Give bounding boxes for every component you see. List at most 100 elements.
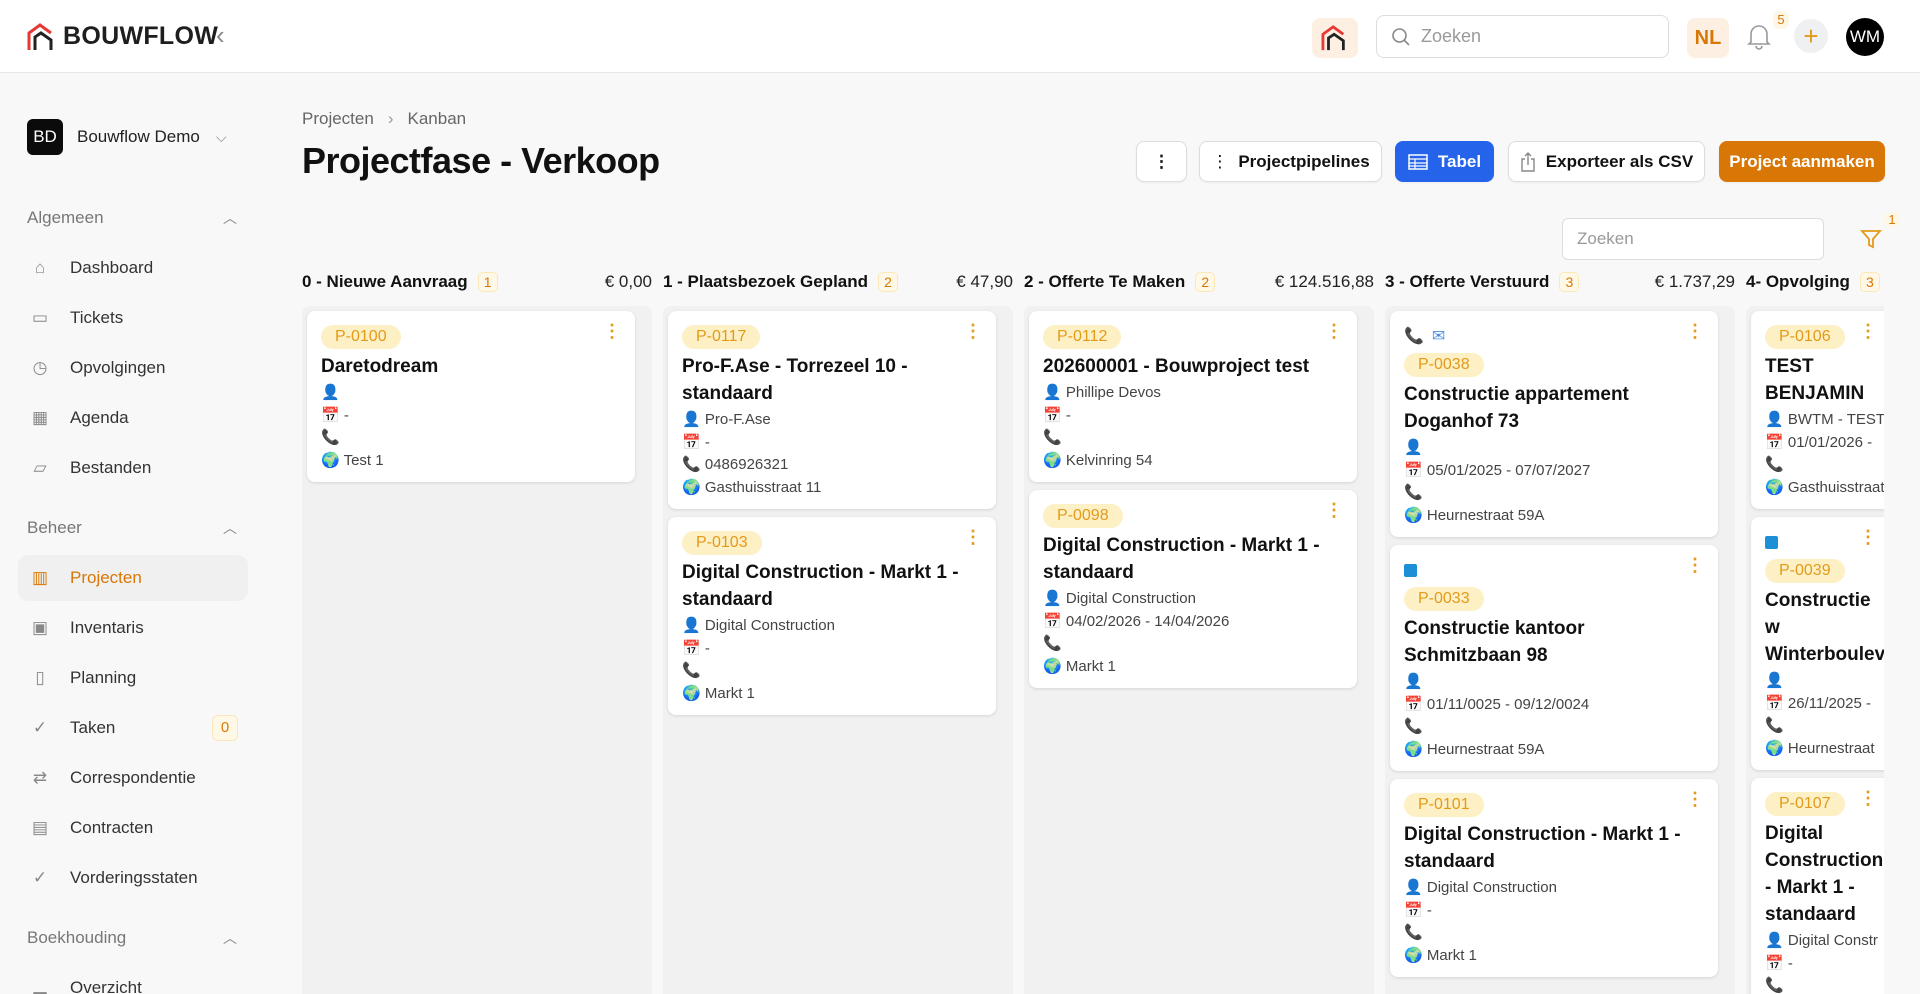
sidebar-item-bestanden[interactable]: ▱ Bestanden: [18, 445, 248, 491]
collapse-sidebar-icon[interactable]: ‹: [216, 20, 225, 50]
section-beheer[interactable]: Beheer ︿: [27, 518, 237, 540]
sidebar-item-correspondentie[interactable]: ⇄ Correspondentie: [18, 755, 248, 801]
card-person: 👤 Phillipe Devos: [1043, 382, 1343, 405]
date-range: -: [1065, 406, 1071, 424]
globe-icon: 🌍: [321, 451, 340, 469]
chevron-down-icon[interactable]: ⌵: [216, 129, 227, 145]
card-phone: 📞: [1043, 427, 1343, 450]
export-csv-button[interactable]: Exporteer als CSV: [1508, 141, 1705, 182]
project-card[interactable]: ⋮ P-0098 Digital Construction - Markt 1 -…: [1029, 490, 1357, 688]
card-person: 👤: [1404, 671, 1704, 694]
missed-call-icon: 📞: [1404, 328, 1424, 345]
card-person: 👤 Digital Construction: [682, 615, 982, 638]
column-name: 2 - Offerte Te Maken: [1024, 272, 1186, 291]
person-icon: 👤: [1765, 672, 1784, 689]
card-address: 🌍 Heurnestraat 59A: [1404, 739, 1704, 762]
breadcrumb-kanban[interactable]: Kanban: [407, 109, 467, 128]
calendar-icon: ▦: [31, 408, 49, 427]
org-switcher[interactable]: BD Bouwflow Demo: [27, 119, 200, 155]
sidebar-item-opvolgingen[interactable]: ◷ Opvolgingen: [18, 345, 248, 391]
card-title: 202600001 - Bouwproject test: [1043, 356, 1310, 377]
project-card[interactable]: ⋮ P-0103 Digital Construction - Markt 1 -…: [668, 517, 996, 715]
person-icon: 👤: [1765, 932, 1784, 949]
card-title: Digital Construction - Markt 1 - standaa…: [1765, 823, 1884, 925]
globe-icon: 🌍: [1765, 739, 1784, 757]
kebab-icon[interactable]: ⋮: [1325, 321, 1343, 341]
project-id-badge: P-0100: [321, 325, 401, 349]
sidebar-item-overzicht[interactable]: ▂ Overzicht: [18, 965, 248, 994]
kebab-icon[interactable]: ⋮: [603, 321, 621, 341]
kebab-icon[interactable]: ⋮: [1859, 321, 1877, 341]
sidebar-item-projecten[interactable]: ▥ Projecten: [18, 555, 248, 601]
table-view-button[interactable]: Tabel: [1395, 141, 1494, 182]
app-logo-button[interactable]: [1312, 18, 1358, 58]
kebab-icon[interactable]: ⋮: [964, 321, 982, 341]
project-card[interactable]: ⋮ 📞 ✉ P-0038 Constructie appartement Doganh…: [1390, 311, 1718, 537]
breadcrumb: Projecten › Kanban: [302, 109, 466, 129]
add-button[interactable]: +: [1794, 19, 1828, 53]
sidebar-item-inventaris[interactable]: ▣ Inventaris: [18, 605, 248, 651]
sidebar-item-vorderingsstaten[interactable]: ✓ Vorderingsstaten: [18, 855, 248, 901]
phone-icon: 📞: [1404, 924, 1423, 941]
project-id-badge: P-0106: [1765, 325, 1845, 349]
breadcrumb-projecten[interactable]: Projecten: [302, 109, 374, 128]
kebab-icon[interactable]: ⋮: [1686, 555, 1704, 575]
card-person: 👤: [1765, 670, 1877, 693]
section-algemeen[interactable]: Algemeen ︿: [27, 208, 237, 230]
sidebar-item-label: Correspondentie: [70, 768, 196, 787]
kebab-icon[interactable]: ⋮: [1686, 789, 1704, 809]
sidebar-item-contracten[interactable]: ▤ Contracten: [18, 805, 248, 851]
project-id-badge: P-0103: [682, 531, 762, 555]
address: Gasthuisstraat 11: [704, 478, 822, 496]
pipelines-button[interactable]: ⋮ Projectpipelines: [1199, 141, 1382, 182]
sidebar-item-label: Contracten: [70, 818, 154, 837]
project-card[interactable]: ⋮ P-0101 Digital Construction - Markt 1 -…: [1390, 779, 1718, 977]
chevron-up-icon[interactable]: ︿: [223, 930, 237, 946]
card-person: 👤: [1404, 437, 1704, 460]
column-header: 0 - Nieuwe Aanvraag 1 € 0,00: [302, 268, 652, 296]
kebab-icon[interactable]: ⋮: [1859, 527, 1877, 547]
table-label: Tabel: [1437, 151, 1482, 171]
column-total: € 0,00: [604, 272, 652, 291]
project-card[interactable]: ⋮ P-0033 Constructie kantoor Schmitzbaan …: [1390, 545, 1718, 771]
sidebar-item-agenda[interactable]: ▦ Agenda: [18, 395, 248, 441]
card-address: 🌍 Gasthuisstraat 11: [682, 477, 982, 500]
bell-icon[interactable]: [1747, 22, 1771, 50]
sidebar-item-taken[interactable]: ✓ Taken 0: [18, 705, 248, 751]
project-id-badge: P-0098: [1043, 504, 1123, 528]
chevron-up-icon[interactable]: ︿: [223, 210, 237, 226]
create-project-button[interactable]: Project aanmaken: [1719, 141, 1885, 182]
project-card[interactable]: ⋮ P-0112 202600001 - Bouwproject test 👤 P…: [1029, 311, 1357, 482]
kebab-icon[interactable]: ⋮: [1325, 500, 1343, 520]
project-card[interactable]: ⋮ P-0117 Pro-F.Ase - Torrezeel 10 - stand…: [668, 311, 996, 509]
sidebar-item-label: Bestanden: [70, 458, 152, 477]
project-card[interactable]: ⋮ P-0106 TEST BENJAMIN 👤 BWTM - TEST 📅 01…: [1751, 311, 1884, 509]
card-title: Constructie w Winterboulevard: [1765, 590, 1884, 665]
calendar-icon: 📅: [682, 433, 701, 451]
sidebar-item-tickets[interactable]: ▭ Tickets: [18, 295, 248, 341]
kebab-icon[interactable]: ⋮: [1686, 321, 1704, 341]
brand-logo[interactable]: BOUWFLOW: [27, 22, 218, 51]
board-search-input[interactable]: Zoeken: [1562, 218, 1824, 260]
address: Test 1: [343, 451, 384, 469]
project-card[interactable]: ⋮ P-0107 Digital Construction - Markt 1 -…: [1751, 778, 1884, 994]
column-body: ⋮ 📞 ✉ P-0038 Constructie appartement Doganh…: [1385, 306, 1735, 994]
project-card[interactable]: ⋮P-0039 Constructie w Winterboulevard 👤 …: [1751, 517, 1884, 770]
phone-icon: 📞: [682, 662, 701, 679]
sidebar-item-dashboard[interactable]: ⌂ Dashboard: [18, 245, 248, 291]
section-boekhouding[interactable]: Boekhouding ︿: [27, 928, 237, 950]
more-options-button[interactable]: ⋮: [1136, 141, 1187, 182]
user-avatar[interactable]: WM: [1846, 18, 1884, 56]
kebab-icon[interactable]: ⋮: [964, 527, 982, 547]
kebab-icon[interactable]: ⋮: [1859, 788, 1877, 808]
document-icon: ▤: [31, 818, 49, 837]
chevron-up-icon[interactable]: ︿: [223, 520, 237, 536]
language-button[interactable]: NL: [1687, 18, 1729, 58]
global-search-input[interactable]: Zoeken: [1376, 15, 1669, 58]
filter-icon[interactable]: [1860, 228, 1882, 250]
sidebar-item-planning[interactable]: ▯ Planning: [18, 655, 248, 701]
sidebar-item-label: Projecten: [70, 568, 142, 587]
project-card[interactable]: ⋮ P-0100 Daretodream 👤 📅 - 📞 🌍 Test 1: [307, 311, 635, 482]
blue-square-icon: [1404, 563, 1417, 577]
calendar-icon: 📅: [1765, 694, 1784, 712]
